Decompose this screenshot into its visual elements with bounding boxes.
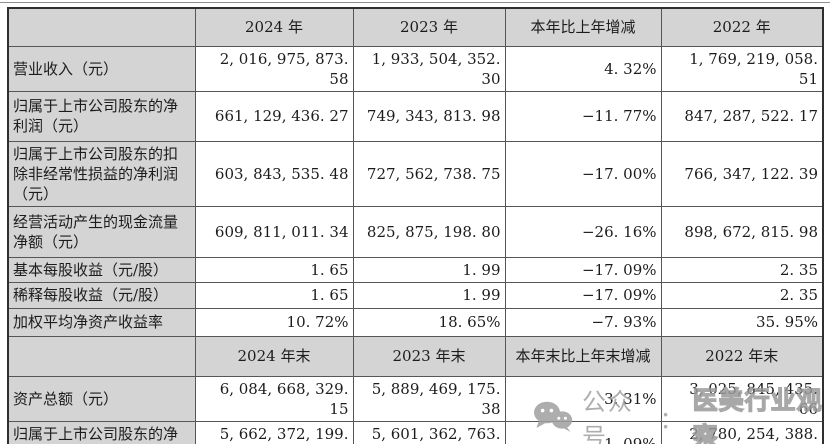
header-eoy-change: 本年末比上年末增减: [504, 335, 662, 377]
value-change: 4. 32%: [504, 45, 662, 92]
table-row-basic-eps: 基本每股收益（元/股） 1. 65 1. 99 −17. 09% 2. 35: [7, 256, 824, 283]
value-change: −26. 16%: [504, 205, 662, 258]
value-2024: 603, 843, 535. 48: [194, 140, 354, 207]
header-2024-eoy: 2024 年末: [194, 335, 354, 377]
row-label: 营业收入（元）: [7, 45, 196, 92]
table-row-diluted-eps: 稀释每股收益（元/股） 1. 65 1. 99 −17. 09% 2. 35: [7, 281, 824, 309]
row-label: 资产总额（元）: [7, 375, 196, 422]
value-2022: 1, 769, 219, 058. 51: [660, 45, 824, 92]
header-2024: 2024 年: [194, 7, 354, 47]
row-label: 加权平均净资产收益率: [7, 307, 196, 337]
value-2024: 1. 65: [194, 256, 354, 283]
value-2024: 661, 129, 436. 27: [194, 90, 354, 142]
table-row-net-profit: 归属于上市公司股东的净利润（元） 661, 129, 436. 27 749, …: [7, 90, 824, 142]
row-label: 归属于上市公司股东的扣除非经常性损益的净利润（元）: [7, 140, 196, 207]
row-label: 归属于上市公司股东的净利润（元）: [7, 90, 196, 142]
header-yoy-change: 本年比上年增减: [504, 7, 662, 47]
value-2022: 3, 025, 845, 435. 66: [660, 375, 824, 422]
value-2023: 1. 99: [352, 281, 506, 309]
header-2022: 2022 年: [660, 7, 824, 47]
value-2024: 5, 662, 372, 199. 89: [194, 420, 354, 444]
top-rule: [0, 2, 830, 3]
value-change: −17. 00%: [504, 140, 662, 207]
financial-summary-table: 2024 年 2023 年 本年比上年增减 2022 年 营业收入（元） 2, …: [7, 7, 824, 444]
header-row-eoy: 2024 年末 2023 年末 本年末比上年末增减 2022 年末: [7, 335, 824, 377]
header-empty-cell: [7, 335, 196, 377]
table-row-operating-cash-flow: 经营活动产生的现金流量净额（元） 609, 811, 011. 34 825, …: [7, 205, 824, 258]
value-2022: 898, 672, 815. 98: [660, 205, 824, 258]
header-2023: 2023 年: [352, 7, 506, 47]
value-2022: 2. 35: [660, 256, 824, 283]
value-change: 1. 09%: [504, 420, 662, 444]
value-2023: 825, 875, 198. 80: [352, 205, 506, 258]
value-2024: 609, 811, 011. 34: [194, 205, 354, 258]
value-2022: 847, 287, 522. 17: [660, 90, 824, 142]
value-2022: 35. 95%: [660, 307, 824, 337]
value-2023: 5, 889, 469, 175. 38: [352, 375, 506, 422]
value-2023: 727, 562, 738. 75: [352, 140, 506, 207]
row-label: 经营活动产生的现金流量净额（元）: [7, 205, 196, 258]
value-2022: 766, 347, 122. 39: [660, 140, 824, 207]
table-row-net-assets: 归属于上市公司股东的净资产（元） 5, 662, 372, 199. 89 5,…: [7, 420, 824, 444]
row-label: 归属于上市公司股东的净资产（元）: [7, 420, 196, 444]
value-change: −7. 93%: [504, 307, 662, 337]
table-row-weighted-roe: 加权平均净资产收益率 10. 72% 18. 65% −7. 93% 35. 9…: [7, 307, 824, 337]
header-row-annual: 2024 年 2023 年 本年比上年增减 2022 年: [7, 7, 824, 47]
value-2023: 749, 343, 813. 98: [352, 90, 506, 142]
row-label: 稀释每股收益（元/股）: [7, 281, 196, 309]
value-2023: 1, 933, 504, 352. 30: [352, 45, 506, 92]
value-change: −17. 09%: [504, 256, 662, 283]
header-empty-cell: [7, 7, 196, 47]
table-row-deducted-net-profit: 归属于上市公司股东的扣除非经常性损益的净利润（元） 603, 843, 535.…: [7, 140, 824, 207]
value-change: 3. 31%: [504, 375, 662, 422]
table-row-total-assets: 资产总额（元） 6, 084, 668, 329. 15 5, 889, 469…: [7, 375, 824, 422]
value-2024: 2, 016, 975, 873. 58: [194, 45, 354, 92]
value-change: −11. 77%: [504, 90, 662, 142]
header-2023-eoy: 2023 年末: [352, 335, 506, 377]
value-2022: 2, 780, 254, 388. 22: [660, 420, 824, 444]
value-2024: 10. 72%: [194, 307, 354, 337]
value-2023: 5, 601, 362, 763. 62: [352, 420, 506, 444]
row-label: 基本每股收益（元/股）: [7, 256, 196, 283]
value-2023: 1. 99: [352, 256, 506, 283]
table-row-revenue: 营业收入（元） 2, 016, 975, 873. 58 1, 933, 504…: [7, 45, 824, 92]
value-2023: 18. 65%: [352, 307, 506, 337]
value-2022: 2. 35: [660, 281, 824, 309]
header-2022-eoy: 2022 年末: [660, 335, 824, 377]
value-2024: 6, 084, 668, 329. 15: [194, 375, 354, 422]
value-2024: 1. 65: [194, 281, 354, 309]
value-change: −17. 09%: [504, 281, 662, 309]
